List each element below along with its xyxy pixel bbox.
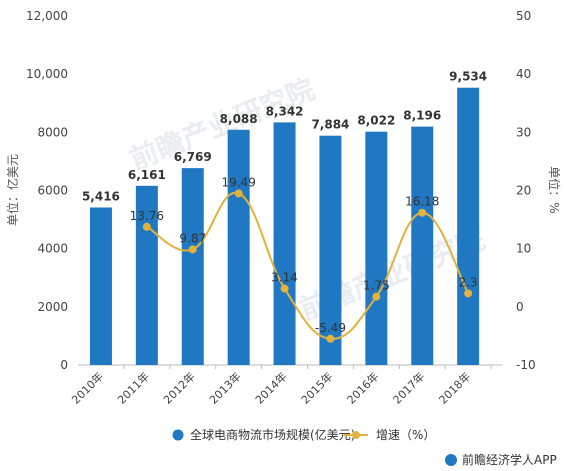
x-tick-label: 2015年 [298,369,335,406]
bar-value-label: 9,534 [449,70,487,84]
line-point [280,284,289,293]
right-y-axis: -10 0 10 20 30 40 50 [516,9,536,372]
bar [457,87,480,366]
right-y-tick-label: -10 [516,358,536,372]
left-y-axis: 0 2000 4000 6000 8000 10,000 12,000 [26,9,68,372]
legend-label-line: 增速（%） [376,428,435,442]
bar-value-label: 8,022 [357,114,395,128]
bar-value-label: 8,196 [403,109,441,123]
bar [181,168,204,365]
left-y-tick-label: 12,000 [26,9,68,23]
line-value-label: 1.75 [363,279,390,293]
line-value-label: 3.14 [271,271,298,285]
x-tick-label: 2011年 [114,369,151,406]
left-y-tick-label: 2000 [37,300,68,314]
right-y-tick-label: 20 [516,184,531,198]
x-tick-label: 2014年 [252,369,289,406]
bar-value-label: 6,161 [128,168,166,182]
legend-marker-bar [172,429,184,441]
line-value-label: 19.49 [221,175,255,189]
left-y-tick-label: 8000 [37,125,68,139]
bar-labels: 5,416 6,161 6,769 8,088 8,342 7,884 8,022 8,196… [82,70,487,204]
right-y-tick-label: 10 [516,242,531,256]
left-y-tick-label: 6000 [37,184,68,198]
line-point [418,208,427,217]
line-value-label: 9.87 [179,231,206,245]
x-tick-label: 2018年 [436,369,473,406]
x-tick-label: 2016年 [344,369,381,406]
x-tick-label: 2010年 [69,369,106,406]
bar-value-label: 6,769 [174,150,212,164]
credit-text: 前瞻经济学人APP [462,452,557,467]
left-y-tick-label: 0 [60,358,68,372]
credit: 前瞻经济学人APP [445,452,557,467]
line-value-label: 16.18 [405,195,439,209]
legend-marker-line-dot [352,431,360,439]
bar [411,126,434,366]
legend: 全球电商物流市场规模(亿美元) 增速（%） [172,427,435,442]
left-y-tick-label: 4000 [37,242,68,256]
bar-value-label: 8,342 [266,104,304,118]
bar [227,129,250,365]
x-tick-label: 2013年 [206,369,243,406]
left-y-tick-label: 10,000 [26,67,68,81]
line-value-label: 2.3 [459,275,478,289]
line-point [326,334,335,343]
bar-series [89,87,480,366]
line-point [234,189,243,198]
credit-logo-icon [445,454,457,466]
x-tick-label: 2017年 [390,369,427,406]
x-tick-label: 2012年 [160,369,197,406]
right-y-tick-label: 40 [516,67,531,81]
line-point [464,289,473,298]
bar [273,122,296,365]
line-point [372,292,381,301]
bar [89,207,112,365]
line-value-label: 13.76 [130,209,164,223]
right-y-tick-label: 50 [516,9,531,23]
right-y-tick-label: 0 [516,300,524,314]
bar [319,135,342,365]
bar-value-label: 5,416 [82,189,120,203]
line-value-label: -5.49 [315,321,346,335]
bar-value-label: 7,884 [311,118,349,132]
bar-value-label: 8,088 [220,112,258,126]
bar [365,131,388,365]
right-axis-label: 单位：% [547,166,562,213]
x-axis: 2010年 2011年 2012年 2013年 2014年 2015年 2016年 2017年… [69,365,492,407]
left-axis-label: 单位：亿美元 [5,154,20,226]
line-point [188,245,197,254]
line-point [142,222,151,231]
line-series: 13.76 9.87 19.49 3.14 -5.49 1.75 16.18 2.3 [130,175,478,343]
right-y-tick-label: 30 [516,125,531,139]
legend-label-bar: 全球电商物流市场规模(亿美元) [190,427,355,442]
